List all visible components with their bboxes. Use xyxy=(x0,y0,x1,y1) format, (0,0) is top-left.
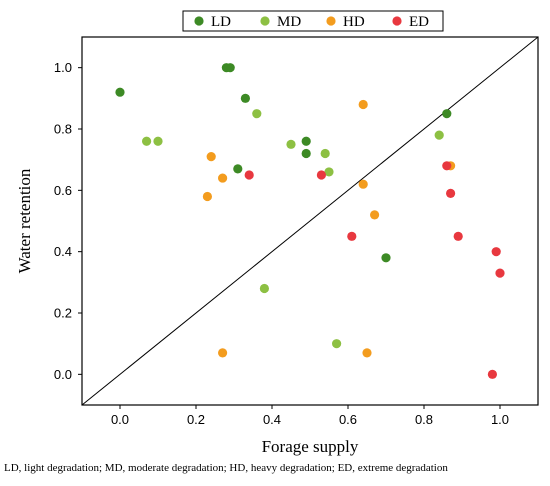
x-axis-ticks: 0.0 0.2 0.4 0.6 0.8 1.0 xyxy=(111,405,509,427)
point-md xyxy=(434,130,444,140)
point-ed xyxy=(442,161,452,171)
point-hd xyxy=(362,348,372,358)
legend-label-ed: ED xyxy=(409,14,429,30)
x-tick-label: 0.4 xyxy=(263,412,281,427)
y-tick-label: 0.8 xyxy=(54,122,72,137)
x-tick-label: 0.6 xyxy=(339,412,357,427)
reference-line xyxy=(81,36,539,406)
figure-caption: LD, light degradation; MD, moderate degr… xyxy=(4,462,448,474)
y-tick-label: 0.6 xyxy=(54,183,72,198)
point-ed xyxy=(495,268,505,278)
point-ed xyxy=(453,231,463,241)
point-ed xyxy=(316,170,326,180)
point-md xyxy=(324,167,334,177)
x-tick-label: 0.0 xyxy=(111,412,129,427)
point-md xyxy=(142,136,152,146)
point-hd xyxy=(202,191,212,202)
point-ld xyxy=(301,136,311,146)
legend-box xyxy=(182,10,444,32)
point-ed xyxy=(347,231,357,241)
point-md xyxy=(320,148,330,159)
point-md xyxy=(332,339,342,349)
point-ld xyxy=(442,109,452,119)
legend-label-ld: LD xyxy=(211,14,231,30)
point-md xyxy=(153,136,163,146)
point-md xyxy=(286,139,296,149)
y-axis-title: Water retention xyxy=(15,168,34,273)
point-ld xyxy=(225,63,235,73)
legend-marker-hd xyxy=(326,16,336,26)
legend-label-hd: HD xyxy=(343,14,365,30)
legend-marker-md xyxy=(260,16,270,26)
legend-label-md: MD xyxy=(277,14,301,30)
y-tick-label: 0.0 xyxy=(54,367,72,382)
y-tick-label: 0.4 xyxy=(54,244,72,259)
point-hd xyxy=(206,152,216,162)
x-tick-label: 0.8 xyxy=(415,412,433,427)
legend: LD MD HD ED xyxy=(182,10,444,32)
point-ld xyxy=(240,93,250,103)
point-ed xyxy=(244,170,254,180)
legend-marker-ld xyxy=(194,16,204,26)
y-tick-label: 0.2 xyxy=(54,306,72,321)
point-hd xyxy=(370,210,380,220)
data-points xyxy=(115,63,505,379)
x-tick-label: 0.2 xyxy=(187,412,205,427)
point-md xyxy=(259,283,269,294)
x-axis-title: Forage supply xyxy=(262,437,359,456)
point-ld xyxy=(381,253,391,263)
y-axis-ticks: 0.0 0.2 0.4 0.6 0.8 1.0 xyxy=(54,60,82,382)
point-hd xyxy=(358,179,368,189)
x-tick-label: 1.0 xyxy=(491,412,509,427)
point-md xyxy=(252,109,262,119)
legend-items: LD MD HD ED xyxy=(194,14,429,30)
scatter-chart: LD MD HD ED 0.0 0.2 0.4 0.6 0.8 1.0 0.0 0.2 0.4 0.6… xyxy=(15,10,539,456)
point-ed xyxy=(446,188,456,198)
point-ed xyxy=(491,247,501,257)
point-hd xyxy=(218,173,228,183)
point-ed xyxy=(487,369,497,379)
point-ld xyxy=(115,87,125,97)
point-ld xyxy=(233,164,243,174)
point-hd xyxy=(218,348,228,358)
plot-frame xyxy=(81,36,539,406)
point-hd xyxy=(358,99,368,110)
y-tick-label: 1.0 xyxy=(54,60,72,75)
point-ld xyxy=(301,148,311,159)
legend-marker-ed xyxy=(392,16,402,26)
